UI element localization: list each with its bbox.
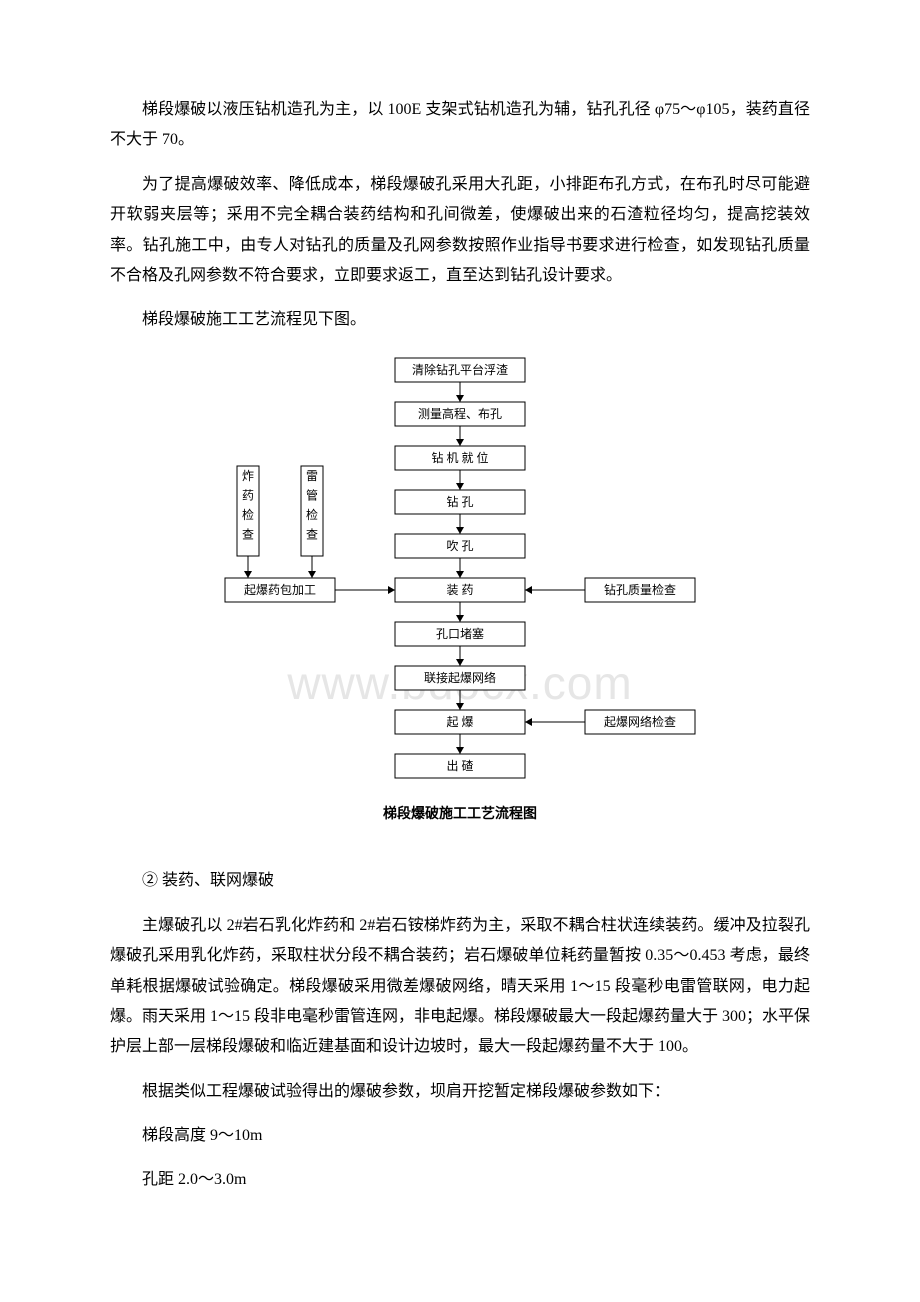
svg-text:起爆网络检查: 起爆网络检查 (604, 714, 676, 729)
svg-text:钻 机 就 位: 钻 机 就 位 (431, 450, 488, 465)
svg-text:孔口堵塞: 孔口堵塞 (436, 626, 484, 641)
svg-text:出 碴: 出 碴 (446, 759, 473, 773)
paragraph-5: 主爆破孔以 2#岩石乳化炸药和 2#岩石铵梯炸药为主，采取不耦合柱状连续装药。缓… (110, 911, 810, 1063)
svg-text:检: 检 (242, 507, 254, 522)
svg-text:查: 查 (306, 527, 318, 541)
svg-text:装 药: 装 药 (446, 583, 473, 597)
svg-text:起爆药包加工: 起爆药包加工 (244, 583, 316, 597)
svg-text:联接起爆网络: 联接起爆网络 (424, 670, 496, 685)
svg-text:吹 孔: 吹 孔 (446, 539, 473, 553)
svg-text:钻孔质量检查: 钻孔质量检查 (604, 582, 676, 597)
svg-text:药: 药 (242, 488, 254, 502)
svg-text:检: 检 (306, 507, 318, 522)
paragraph-7: 梯段高度 9～10m (110, 1121, 810, 1151)
svg-text:管: 管 (306, 487, 318, 502)
svg-text:起 爆: 起 爆 (446, 715, 473, 729)
paragraph-6: 根据类似工程爆破试验得出的爆破参数，坝肩开挖暂定梯段爆破参数如下： (110, 1077, 810, 1107)
svg-text:测量高程、布孔: 测量高程、布孔 (418, 406, 502, 421)
paragraph-3: 梯段爆破施工工艺流程见下图。 (110, 305, 810, 335)
svg-text:雷: 雷 (306, 469, 318, 483)
paragraph-1: 梯段爆破以液压钻机造孔为主，以 100E 支架式钻机造孔为辅，钻孔孔径 φ75～… (110, 95, 810, 156)
paragraph-2: 为了提高爆破效率、降低成本，梯段爆破孔采用大孔距，小排距布孔方式，在布孔时尽可能… (110, 170, 810, 292)
paragraph-8: 孔距 2.0～3.0m (110, 1165, 810, 1195)
svg-text:钻 孔: 钻 孔 (446, 494, 473, 509)
diagram-caption: 梯段爆破施工工艺流程图 (110, 802, 810, 829)
paragraph-4: ② 装药、联网爆破 (110, 866, 810, 896)
svg-text:查: 查 (242, 527, 254, 541)
flowchart: 清除钻孔平台浮渣测量高程、布孔钻 机 就 位钻 孔吹 孔装 药孔口堵塞联接起爆网… (190, 350, 730, 788)
svg-text:炸: 炸 (242, 469, 254, 483)
svg-text:清除钻孔平台浮渣: 清除钻孔平台浮渣 (412, 362, 508, 377)
flowchart-svg: 清除钻孔平台浮渣测量高程、布孔钻 机 就 位钻 孔吹 孔装 药孔口堵塞联接起爆网… (190, 350, 730, 788)
